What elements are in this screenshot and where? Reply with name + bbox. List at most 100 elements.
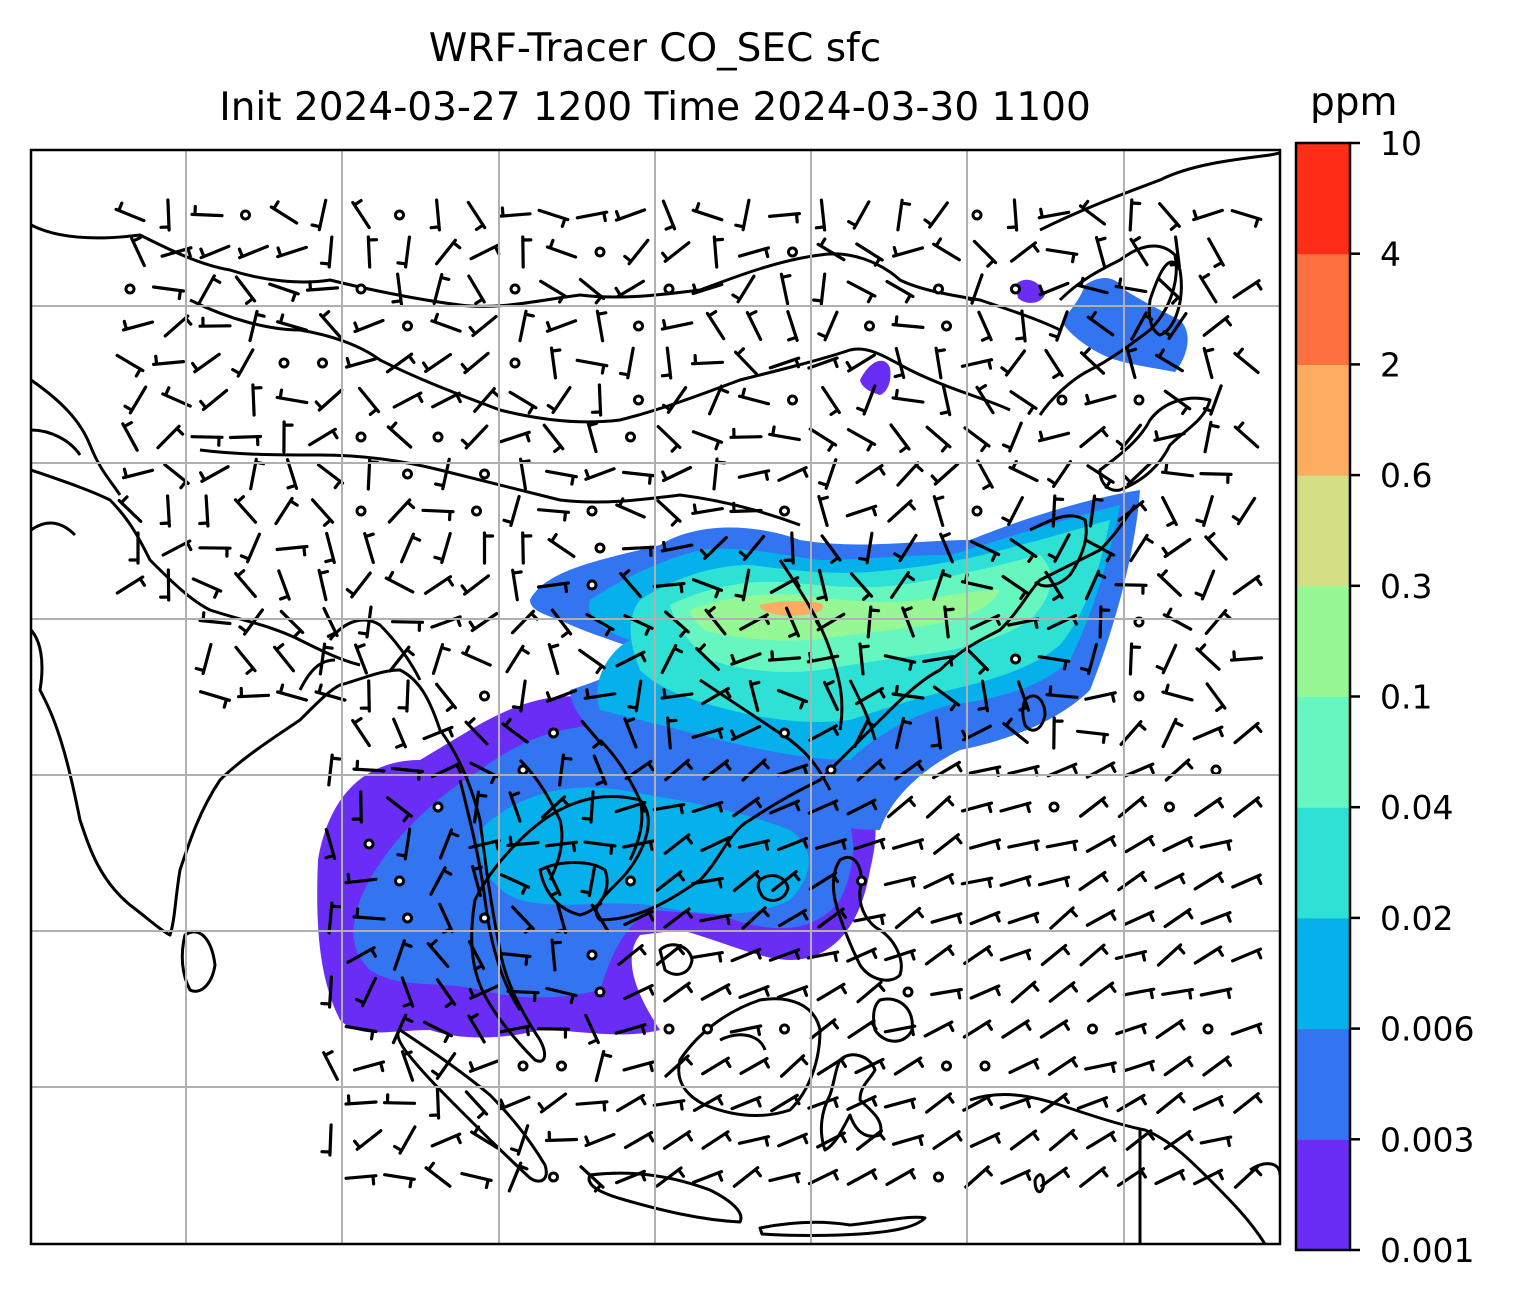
- wind-barb: [807, 1096, 839, 1110]
- wind-barb: [730, 1095, 762, 1111]
- wind-barb: [580, 864, 597, 898]
- wind-barb: [430, 312, 462, 333]
- wind-barb: [892, 246, 924, 258]
- wind-barb: [1199, 987, 1233, 999]
- wind-barb: [655, 944, 685, 966]
- wind-barb: [1123, 762, 1155, 778]
- wind-barb: [429, 866, 453, 896]
- calm-wind-marker: [317, 357, 328, 369]
- wind-barb: [732, 796, 762, 818]
- wind-barb: [856, 758, 886, 782]
- wind-barb: [663, 981, 693, 1003]
- wind-barb: [1125, 346, 1138, 380]
- wind-barb: [969, 540, 1001, 562]
- wind-barb: [460, 351, 490, 375]
- calm-wind-marker: [432, 431, 444, 443]
- wind-barb: [964, 646, 990, 675]
- wind-barb: [777, 1132, 809, 1148]
- wind-barb: [817, 310, 839, 342]
- wind-barb: [156, 424, 185, 450]
- wind-barb: [473, 387, 500, 413]
- wind-barb: [580, 720, 604, 749]
- wind-barb: [251, 383, 263, 417]
- wind-barb: [1233, 1165, 1263, 1189]
- wind-barb: [807, 356, 839, 370]
- wind-barb: [422, 353, 452, 373]
- wind-barb: [1155, 643, 1178, 675]
- wind-barb: [1161, 463, 1194, 478]
- wind-barb: [351, 199, 371, 230]
- wind-barb: [499, 430, 531, 444]
- wind-barb: [159, 198, 171, 232]
- wind-barb: [1233, 721, 1263, 745]
- wind-barb: [883, 875, 917, 888]
- wind-barb: [578, 648, 606, 675]
- wind-barb: [615, 650, 647, 668]
- wind-barb: [1195, 495, 1214, 527]
- wind-barb: [511, 568, 523, 602]
- calm-wind-marker: [394, 209, 405, 221]
- calm-wind-marker: [1210, 764, 1222, 776]
- wind-barb: [547, 533, 576, 558]
- wind-barb: [237, 244, 269, 260]
- wind-barb: [1039, 1019, 1070, 1039]
- wind-barb: [930, 716, 942, 750]
- calm-wind-marker: [979, 1060, 991, 1072]
- wind-barb: [438, 828, 460, 860]
- wind-barb: [893, 346, 906, 380]
- wind-barb: [783, 531, 795, 565]
- wind-barb: [584, 467, 616, 481]
- wind-barb: [282, 420, 294, 454]
- wind-barb: [866, 605, 881, 639]
- wind-barb: [771, 870, 801, 892]
- wind-barb: [506, 835, 540, 847]
- wind-barb: [690, 354, 725, 366]
- colorbar-segment: [1296, 807, 1350, 919]
- wind-barb: [345, 357, 377, 369]
- wind-barb: [1098, 605, 1111, 639]
- wind-barb: [663, 907, 693, 929]
- wind-barb: [776, 836, 809, 852]
- wind-barb: [510, 1124, 530, 1156]
- wind-barb: [421, 508, 455, 522]
- calm-wind-marker: [663, 283, 675, 295]
- wind-barb: [314, 683, 347, 702]
- wind-barb: [769, 799, 801, 815]
- colorbar-tick-label: 4: [1380, 235, 1401, 274]
- wind-barb: [539, 279, 568, 304]
- wind-barb: [660, 346, 673, 380]
- wind-barb: [622, 839, 655, 851]
- wind-barb: [816, 982, 847, 1002]
- wind-barb: [854, 686, 886, 706]
- wind-barb: [977, 679, 990, 713]
- wind-barb: [115, 575, 146, 595]
- wind-barb: [662, 386, 688, 414]
- wind-barb: [352, 1060, 386, 1073]
- wind-barb: [924, 944, 955, 966]
- map-frame: [29, 148, 1282, 1246]
- wind-barb: [198, 494, 210, 528]
- wind-barb: [777, 466, 809, 482]
- wind-barb: [319, 310, 342, 339]
- wind-barb: [702, 759, 732, 781]
- wind-barb: [1084, 393, 1117, 406]
- wind-barb: [652, 802, 686, 815]
- wind-barb: [939, 383, 952, 417]
- calm-wind-marker: [779, 727, 790, 739]
- wind-barb: [1199, 1135, 1233, 1148]
- wind-barb: [1086, 1130, 1117, 1150]
- wind-barb: [1047, 1056, 1078, 1076]
- wind-barb: [623, 984, 655, 1000]
- colorbar-tick-label: 0.1: [1380, 678, 1432, 717]
- wind-barb: [423, 1020, 453, 1044]
- wind-barb: [964, 1165, 993, 1189]
- wind-barb: [738, 246, 770, 259]
- wind-barb: [583, 840, 617, 855]
- wind-barb: [892, 838, 924, 850]
- calm-wind-marker: [402, 320, 413, 332]
- wind-barb: [308, 427, 339, 447]
- colorbar-tick-label: 0.001: [1380, 1231, 1474, 1270]
- wind-barb: [618, 346, 635, 380]
- coastlines: [31, 151, 1280, 1244]
- wind-barb: [1162, 607, 1193, 631]
